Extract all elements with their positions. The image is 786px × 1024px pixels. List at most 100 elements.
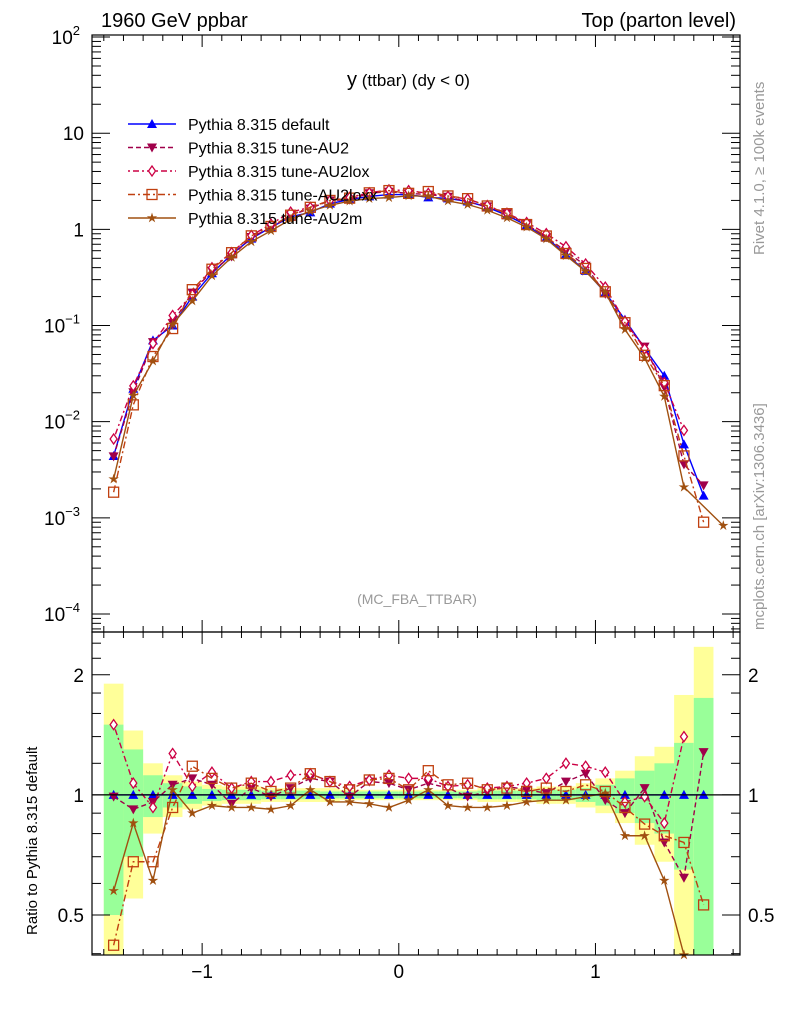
ratio-point [678, 836, 690, 849]
main-point [718, 520, 729, 531]
y-tick-label: 10−3 [44, 504, 80, 530]
plot-title-main: y [347, 69, 357, 91]
axes: −1 0 1 102 10 1 10−1 10−2 10−3 10−4 2 2 1 1 0.5 0.5 [44, 23, 774, 983]
legend-item: Pythia 8.315 tune-AU2m [128, 211, 362, 228]
ratio-point [147, 875, 159, 885]
ratio-point [619, 801, 631, 814]
ratio-point [639, 784, 650, 794]
ratio-point [206, 800, 218, 811]
main-point [187, 295, 198, 306]
main-point [560, 250, 572, 261]
ratio-tick-label-left: 2 [73, 666, 84, 687]
y-tick-label: 102 [52, 23, 80, 49]
main-point [678, 450, 690, 462]
ratio-point [147, 856, 159, 868]
ratio-point [186, 760, 198, 772]
side-text-bottom: mcplots.cern.ch [arXiv:1306.3436] [751, 403, 768, 630]
ratio-point [344, 796, 355, 807]
legend-marker [147, 143, 157, 153]
analysis-label: (MC_FBA_TTBAR) [357, 591, 477, 607]
ratio-point [383, 802, 395, 812]
main-point [678, 481, 690, 492]
ratio-point [265, 785, 277, 798]
y-tick-label: 10−1 [44, 312, 80, 338]
main-point [147, 355, 159, 366]
y-tick-label: 10−4 [44, 600, 80, 626]
ratio-point [206, 772, 218, 785]
main-point [206, 270, 218, 281]
main-point [698, 490, 709, 500]
main-point [343, 192, 356, 204]
main-point [107, 486, 120, 498]
ratio-point [561, 757, 571, 770]
main-point [619, 324, 631, 334]
ratio-point [541, 772, 551, 785]
main-point [402, 187, 415, 199]
ratio-point [226, 802, 237, 812]
ratio-tick-label-left: 1 [73, 786, 84, 807]
series-4 [108, 190, 729, 960]
stat-uncertainty-band [674, 742, 694, 870]
ratio-point [128, 805, 139, 815]
ratio-point [659, 816, 669, 830]
series-3 [107, 184, 710, 951]
ratio-point [423, 784, 434, 795]
ratio-tick-label-left: 0.5 [58, 906, 84, 927]
ratio-point [639, 830, 650, 841]
ratio-point [324, 775, 336, 788]
main-point [265, 225, 277, 236]
ratio-point [107, 939, 120, 951]
ratio-point [619, 809, 630, 819]
main-point [285, 213, 296, 224]
main-point [579, 262, 592, 275]
main-line [112, 193, 705, 496]
legend-marker [146, 212, 158, 223]
ratio-point [304, 768, 316, 780]
ratio-point [659, 875, 670, 885]
ratio-point [600, 766, 610, 779]
main-point [638, 349, 651, 361]
main-point [659, 390, 670, 401]
main-point [403, 190, 414, 201]
ratio-point [129, 777, 138, 790]
legend-item: Pythia 8.315 tune-AU2loxx [128, 188, 377, 205]
legend-marker [146, 188, 158, 201]
ratio-line [112, 788, 685, 956]
legend-item: Pythia 8.315 default [128, 117, 330, 134]
ratio-point [225, 782, 238, 794]
x-tick-label: 1 [590, 962, 601, 983]
ratio-point [442, 800, 454, 811]
y-tick-label: 1 [73, 220, 84, 241]
ratio-point [187, 774, 198, 784]
main-point [246, 236, 257, 247]
main-point [324, 199, 336, 210]
plot-title: y (ttbar) (dy < 0) [347, 69, 470, 91]
ratio-point [560, 794, 572, 805]
main-point [128, 390, 139, 400]
x-tick-label: 0 [394, 962, 405, 983]
main-point [108, 473, 119, 484]
ratio-point [520, 785, 533, 798]
ratio-point [246, 802, 257, 812]
ratio-point [638, 818, 651, 830]
main-point [521, 221, 532, 232]
main-point [541, 233, 552, 244]
legend-marker [147, 164, 157, 178]
ratio-point [501, 800, 513, 811]
ratio-point [698, 748, 709, 758]
ratio-point [422, 765, 434, 777]
ratio-point [678, 873, 689, 883]
side-text-top: Rivet 4.1.0, ≥ 100k events [751, 82, 768, 255]
ratio-point [697, 899, 710, 911]
main-point [698, 481, 709, 491]
main-point [226, 251, 237, 262]
ratio-point [560, 777, 571, 787]
main-point [383, 192, 395, 203]
ratio-point [188, 780, 197, 793]
ratio-point [305, 784, 316, 795]
ratio-point [580, 769, 591, 779]
main-line [112, 195, 724, 527]
ratio-point [265, 803, 277, 814]
ratio-point [580, 791, 591, 802]
